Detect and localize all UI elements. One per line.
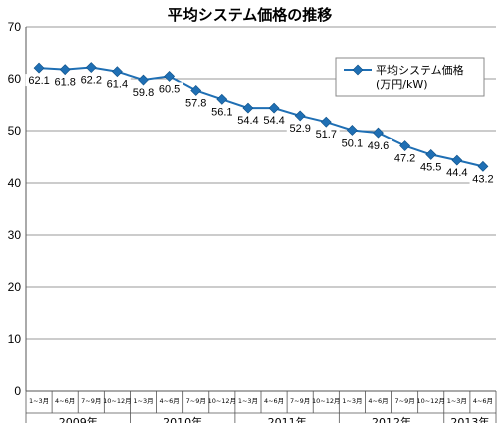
- data-label: 61.4: [107, 79, 128, 91]
- legend-series-name: 平均システム価格: [376, 63, 464, 77]
- data-label-bg: [77, 73, 105, 86]
- data-labels: 62.1 61.8 62.2 61.4 59.8 60.5 57.8 56.1 54.4 54.4…: [25, 73, 497, 185]
- data-label: 62.2: [81, 75, 102, 87]
- data-point: [425, 148, 437, 160]
- data-label: 62.1: [28, 75, 49, 87]
- data-point: [85, 62, 97, 73]
- x-tick-label: 1~3月: [342, 397, 362, 405]
- data-point: [164, 70, 176, 82]
- data-label-bg: [338, 136, 366, 149]
- y-tick-label: 20: [8, 280, 22, 294]
- data-label: 50.1: [342, 137, 363, 149]
- data-point: [242, 102, 254, 114]
- data-point: [190, 85, 202, 96]
- x-tick-label: 1~3月: [238, 397, 258, 405]
- data-point: [111, 66, 123, 78]
- data-point: [477, 160, 489, 172]
- legend-box: [335, 57, 485, 97]
- x-tick-label: 4~6月: [160, 397, 180, 405]
- legend-marker: [352, 64, 364, 76]
- y-axis: 0 10 20 30 40 50 60 70: [8, 20, 27, 398]
- data-label-bg: [208, 105, 236, 118]
- data-label-bg: [51, 75, 79, 88]
- data-label-bg: [182, 96, 210, 109]
- data-point: [346, 125, 358, 136]
- data-label: 47.2: [394, 153, 415, 165]
- x-tick-label: 7~9月: [290, 397, 310, 405]
- year-label: 2010年: [163, 415, 202, 423]
- chart-title: 平均システム価格の推移: [168, 6, 333, 24]
- x-tick-label: 4~6月: [55, 397, 75, 405]
- data-point: [399, 140, 411, 151]
- data-label-bg: [103, 77, 131, 90]
- data-label-bg: [443, 166, 471, 179]
- data-point: [33, 62, 45, 74]
- x-tick-label: 4~6月: [368, 397, 388, 405]
- y-tick-label: 0: [14, 384, 21, 398]
- year-label: 2011年: [268, 415, 307, 423]
- y-tick-label: 60: [8, 72, 22, 86]
- data-label-bg: [25, 74, 53, 87]
- data-label: 49.6: [368, 140, 389, 152]
- data-point: [59, 64, 71, 76]
- data-label-bg: [260, 114, 288, 127]
- data-label: 43.2: [472, 173, 493, 185]
- data-label: 56.1: [211, 106, 232, 118]
- data-label: 44.4: [446, 167, 467, 179]
- x-tick-label: 7~9月: [395, 397, 415, 405]
- year-label: 2013年: [450, 415, 489, 423]
- x-tick-label: 7~9月: [186, 397, 206, 405]
- data-point: [216, 93, 228, 105]
- data-label: 59.8: [133, 87, 154, 99]
- data-point: [138, 74, 149, 86]
- x-tick-label: 1~3月: [29, 397, 49, 405]
- data-point: [451, 154, 463, 166]
- year-label: 2012年: [372, 415, 411, 423]
- data-label-bg: [417, 160, 445, 173]
- x-axis: 1~3月 4~6月 7~9月 10~12月 1~3月 4~6月 7~9月 10~12月 1~3月…: [25, 390, 497, 423]
- legend-series-unit: (万円/kW): [376, 78, 428, 91]
- x-tick-label: 7~9月: [81, 397, 101, 405]
- year-label: 2009年: [59, 415, 98, 423]
- data-point: [268, 102, 280, 114]
- x-tick-label: 1~3月: [133, 397, 153, 405]
- data-label-bg: [234, 114, 262, 127]
- x-tick-label: 10~12月: [208, 397, 237, 405]
- x-tick-label: 4~6月: [264, 397, 284, 405]
- x-tick-label: 4~6月: [473, 397, 493, 405]
- data-label: 54.4: [263, 115, 284, 127]
- data-label: 57.8: [185, 97, 206, 109]
- data-label: 60.5: [159, 83, 180, 95]
- data-label-bg: [130, 86, 157, 99]
- data-point: [373, 127, 384, 139]
- x-tick-label: 10~12月: [103, 397, 132, 405]
- data-label-bg: [365, 139, 392, 152]
- series-average-system-price: [33, 62, 489, 172]
- data-label: 54.4: [237, 115, 258, 127]
- legend: 平均システム価格(万円/kW): [335, 57, 485, 97]
- x-tick-label: 10~12月: [416, 397, 445, 405]
- data-label-bg: [312, 128, 340, 141]
- y-tick-label: 40: [8, 176, 22, 190]
- data-point: [294, 110, 306, 122]
- data-label: 51.7: [316, 129, 337, 141]
- y-tick-label: 10: [8, 332, 22, 346]
- data-label-bg: [286, 121, 314, 134]
- y-tick-label: 30: [8, 228, 22, 242]
- data-label-bg: [469, 172, 497, 185]
- data-label: 52.9: [289, 123, 310, 135]
- x-tick-label: 1~3月: [447, 397, 467, 405]
- data-label: 45.5: [420, 161, 441, 173]
- y-tick-label: 70: [8, 20, 22, 34]
- data-label: 61.8: [54, 77, 75, 89]
- data-label-bg: [156, 82, 184, 95]
- data-point: [320, 116, 332, 128]
- x-tick-label: 10~12月: [312, 397, 341, 405]
- y-tick-label: 50: [8, 124, 22, 138]
- data-label-bg: [391, 151, 419, 164]
